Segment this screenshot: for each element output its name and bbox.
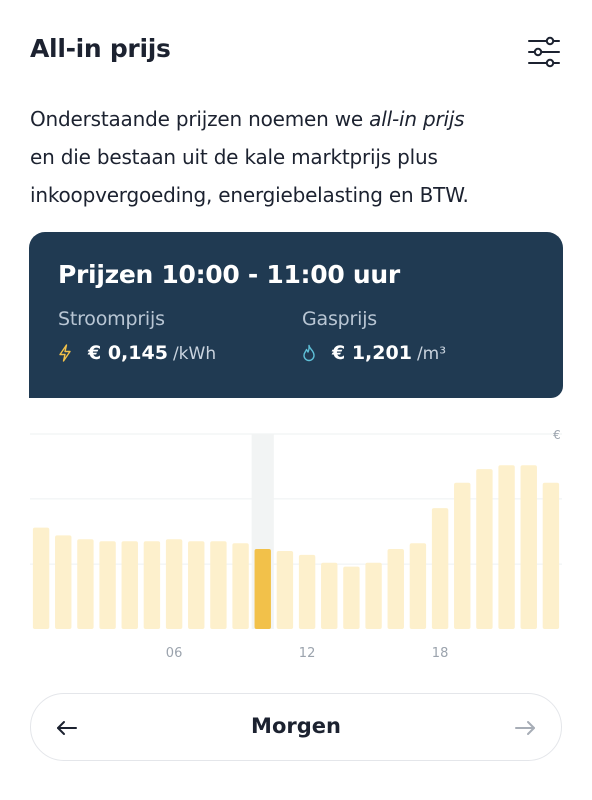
chart-bar[interactable] <box>409 543 427 629</box>
chart-bar[interactable] <box>121 541 138 629</box>
chart-bar[interactable] <box>188 541 205 629</box>
arrow-right-icon <box>515 721 535 735</box>
day-label: Morgen <box>251 714 341 738</box>
chart-bar[interactable] <box>32 527 50 629</box>
chart-bar[interactable] <box>431 508 449 629</box>
price-card-title: Prijzen 10:00 - 11:00 uur <box>58 260 400 289</box>
day-navigation: Morgen <box>30 693 562 761</box>
next-day-button[interactable] <box>511 714 539 742</box>
power-price-value: € 0,145 <box>88 342 168 364</box>
chart-bar[interactable] <box>343 566 360 629</box>
arrow-left-icon <box>57 721 77 735</box>
gas-price-label: Gasprijs <box>302 308 377 330</box>
chart-bar[interactable] <box>542 482 560 629</box>
chart-bar[interactable] <box>99 541 116 629</box>
header: All-in prijs <box>30 30 562 74</box>
x-tick-label: 06 <box>166 646 183 661</box>
chart-bar-selected[interactable] <box>254 549 271 629</box>
filter-button[interactable] <box>526 34 562 70</box>
power-price-unit: /kWh <box>172 344 217 364</box>
price-chart: €06 12 18 <box>0 420 592 670</box>
gas-price-value: € 1,201 <box>332 342 412 364</box>
intro-line-3: inkoopvergoeding, energiebelasting en BT… <box>30 183 469 207</box>
y-unit-label: € <box>553 428 561 442</box>
price-chart-svg: €06 12 18 <box>30 428 562 661</box>
x-tick-label: 18 <box>432 646 449 661</box>
intro-emphasis: all-in prijs <box>369 107 465 131</box>
price-card: Prijzen 10:00 - 11:00 uur Stroomprijs € … <box>29 232 563 398</box>
lightning-icon <box>59 344 71 362</box>
x-tick-label: 12 <box>299 646 316 661</box>
chart-bar[interactable] <box>321 562 338 629</box>
chart-bar[interactable] <box>232 543 249 629</box>
power-price-label: Stroomprijs <box>58 308 165 330</box>
chart-bar[interactable] <box>276 551 294 629</box>
chart-bar[interactable] <box>454 482 471 629</box>
chart-bar[interactable] <box>298 554 316 629</box>
chart-bar[interactable] <box>77 539 94 629</box>
power-price: Stroomprijs € 0,145 /kWh <box>58 308 216 364</box>
chart-bar[interactable] <box>498 465 515 629</box>
chart-bar[interactable] <box>476 469 493 629</box>
chart-bar[interactable] <box>165 539 183 629</box>
sliders-icon <box>528 36 560 68</box>
chart-bar[interactable] <box>143 541 161 629</box>
flame-icon <box>303 344 315 362</box>
page-title: All-in prijs <box>30 34 171 63</box>
intro-line-1: Onderstaande prijzen noemen we all-in pr… <box>30 107 465 131</box>
chart-bar[interactable] <box>387 549 404 629</box>
intro-text: Onderstaande prijzen noemen we all-in pr… <box>30 100 560 214</box>
chart-bar[interactable] <box>520 465 537 629</box>
previous-day-button[interactable] <box>53 714 81 742</box>
chart-bar[interactable] <box>210 541 227 629</box>
gas-price-unit: /m³ <box>416 344 447 364</box>
chart-bar[interactable] <box>365 562 382 629</box>
intro-line-2: en die bestaan uit de kale marktprijs pl… <box>30 145 438 169</box>
chart-bar[interactable] <box>55 535 72 629</box>
gas-price: Gasprijs € 1,201 /m³ <box>302 308 446 364</box>
